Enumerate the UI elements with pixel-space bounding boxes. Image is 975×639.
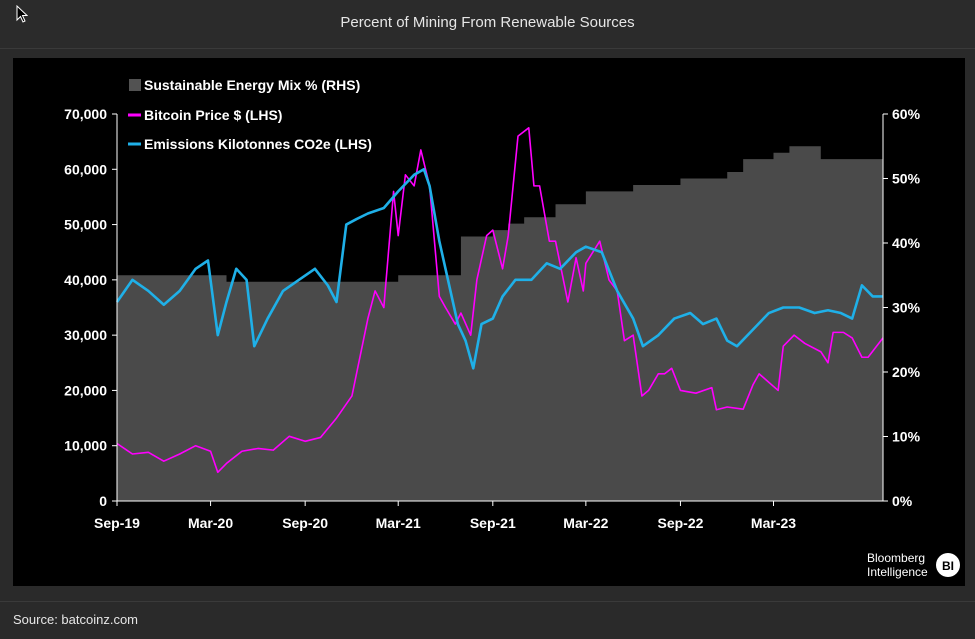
brand-badge-icon: [936, 553, 960, 577]
y-right-tick-label: 0%: [892, 493, 913, 509]
y-left-tick-label: 70,000: [64, 106, 107, 122]
legend-swatch-area: [129, 79, 141, 91]
x-tick-label: Mar-22: [563, 515, 608, 531]
y-right-tick-label: 60%: [892, 106, 921, 122]
mouse-cursor-icon: [16, 5, 28, 23]
footer-bar: Source: batcoinz.com: [0, 601, 975, 639]
y-left-tick-label: 30,000: [64, 327, 107, 343]
y-right-tick-label: 50%: [892, 171, 921, 187]
chart-svg: 0 10,000 20,000 30,000 40,000 50,000 60,000 70,…: [64, 77, 960, 579]
chart-title: Percent of Mining From Renewable Sources: [340, 14, 635, 31]
legend-label: Bitcoin Price $ (LHS): [144, 107, 282, 123]
x-tick-label: Sep-20: [282, 515, 328, 531]
area-series-sustainable-energy: [117, 146, 883, 501]
y-right-tick-label: 40%: [892, 235, 921, 251]
x-tick-label: Sep-19: [94, 515, 140, 531]
brand-line-1: Bloomberg: [867, 551, 925, 565]
y-right-tick-label: 10%: [892, 429, 921, 445]
legend-label: Emissions Kilotonnes CO2e (LHS): [144, 136, 372, 152]
y-left-tick-label: 10,000: [64, 438, 107, 454]
y-left-tick-label: 40,000: [64, 272, 107, 288]
brand-line-2: Intelligence: [867, 565, 928, 579]
chart-panel: 0 10,000 20,000 30,000 40,000 50,000 60,000 70,…: [13, 58, 965, 586]
y-right-tick-label: 30%: [892, 300, 921, 316]
line-series-bitcoin-price: [116, 127, 884, 474]
x-tick-label: Sep-21: [470, 515, 516, 531]
y-right-tick-label: 20%: [892, 364, 921, 380]
x-tick-label: Mar-23: [751, 515, 796, 531]
legend-label: Sustainable Energy Mix % (RHS): [144, 77, 360, 93]
x-tick-label: Mar-20: [188, 515, 233, 531]
source-note: Source: batcoinz.com: [13, 612, 139, 627]
x-tick-label: Mar-21: [376, 515, 421, 531]
y-left-tick-label: 20,000: [64, 382, 107, 398]
y-left-tick-label: 50,000: [64, 217, 107, 233]
title-bar: Percent of Mining From Renewable Sources: [0, 0, 975, 49]
line-series-emissions: [115, 167, 883, 370]
y-left-tick-label: 60,000: [64, 161, 107, 177]
y-left-tick-label: 0: [99, 493, 107, 509]
x-tick-label: Sep-22: [657, 515, 703, 531]
brand-badge-text: BI: [942, 559, 954, 573]
